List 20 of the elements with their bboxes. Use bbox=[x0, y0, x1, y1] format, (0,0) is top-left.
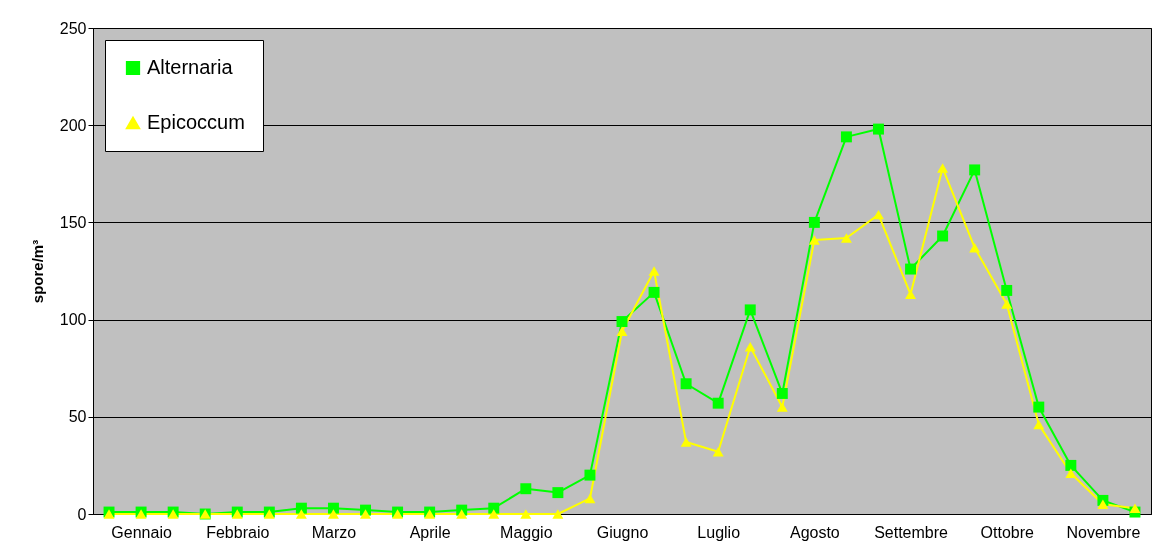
x-tick-label: Novembre bbox=[1066, 523, 1141, 541]
y-tick-label: 200 bbox=[59, 116, 87, 134]
x-tick-label: Maggio bbox=[500, 523, 553, 541]
x-tick-label: Luglio bbox=[697, 523, 741, 541]
y-tick-label: 250 bbox=[59, 19, 87, 37]
x-tick-label: Giugno bbox=[596, 523, 649, 541]
y-tick-label: 50 bbox=[68, 408, 87, 426]
x-tick-label: Settembre bbox=[874, 523, 949, 541]
x-tick-label: Aprile bbox=[409, 523, 451, 541]
legend-label: Epicoccum bbox=[147, 111, 245, 133]
x-tick-label: Marzo bbox=[311, 523, 357, 541]
legend-label: Alternaria bbox=[147, 56, 234, 78]
x-tick-label: Ottobre bbox=[980, 523, 1035, 541]
y-tick-label: 150 bbox=[59, 213, 87, 231]
x-tick-label: Gennaio bbox=[111, 523, 172, 541]
y-tick-label: 0 bbox=[77, 505, 87, 523]
y-axis-title: spore/m³ bbox=[28, 239, 46, 304]
x-tick-label: Febbraio bbox=[206, 523, 270, 541]
y-tick-label: 100 bbox=[59, 311, 87, 329]
x-tick-label: Agosto bbox=[789, 523, 840, 541]
